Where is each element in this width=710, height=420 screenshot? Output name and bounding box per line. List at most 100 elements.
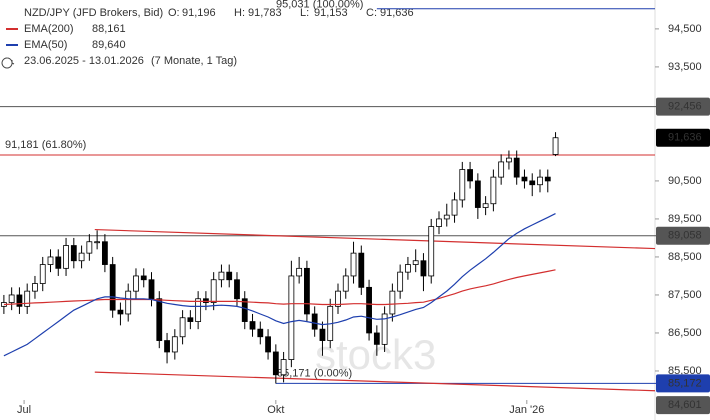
candle-body — [436, 218, 442, 227]
candle-body — [218, 271, 225, 281]
y-tick-label: 94,500 — [668, 23, 702, 35]
candle-body — [498, 161, 505, 178]
candle-body — [32, 283, 38, 292]
ohlc-label: O: — [168, 7, 180, 19]
ema-line — [3, 269, 556, 306]
candle-body — [109, 264, 116, 311]
candle-body — [78, 252, 85, 262]
y-tick-label: 86,500 — [668, 327, 702, 339]
candle-body — [226, 271, 233, 281]
fib-label: 91,181 (61.80%) — [5, 139, 86, 151]
trendline — [94, 228, 656, 250]
ohlc-value: 91,153 — [314, 7, 348, 19]
candle-body — [544, 176, 551, 182]
fib-label: 95,031 (100.00%) — [276, 0, 363, 11]
candle-body — [521, 176, 528, 182]
candle-body — [101, 241, 108, 265]
candle-body — [467, 169, 473, 182]
price-box — [656, 226, 710, 245]
chart-title: NZD/JPY (JFD Brokers, Bid) — [24, 7, 163, 19]
legend-value: 88,161 — [92, 23, 126, 35]
price-box-label: 85,172 — [668, 377, 702, 389]
candle-body — [210, 279, 217, 303]
price-box-label: 92,456 — [668, 100, 702, 112]
candle-body — [420, 260, 427, 277]
candle-body — [537, 176, 543, 186]
candle-body — [249, 321, 256, 330]
candle-body — [272, 351, 279, 376]
candle-body — [70, 245, 77, 262]
candle-body — [203, 298, 209, 303]
candle-body — [459, 169, 466, 201]
candle-body — [55, 256, 62, 269]
candle-body — [474, 180, 481, 208]
candle-body — [241, 298, 248, 322]
legend-name: EMA(200) — [24, 23, 74, 35]
candle-body — [311, 313, 318, 330]
candle-body — [16, 294, 23, 307]
candle-body — [171, 336, 178, 353]
price-box — [656, 128, 710, 147]
x-tick-label: Okt — [267, 404, 284, 416]
price-box-label: 84,601 — [668, 399, 702, 411]
y-tick-label: 93,500 — [668, 61, 702, 73]
legend-name: EMA(50) — [24, 39, 67, 51]
candle-body — [265, 336, 271, 353]
candle-body — [8, 294, 15, 303]
candle-body — [280, 359, 287, 376]
candle-body — [552, 137, 559, 155]
candle-body — [63, 245, 69, 269]
candle-body — [389, 290, 396, 315]
ohlc-value: 91,636 — [380, 7, 414, 19]
candle-body — [164, 340, 170, 353]
candle-body — [529, 180, 536, 186]
candle-body — [443, 214, 450, 220]
candle-body — [428, 226, 435, 277]
candle-body — [319, 328, 326, 341]
candle-body — [234, 279, 240, 300]
price-box-label: 89,058 — [668, 230, 702, 242]
candle-body — [257, 328, 264, 338]
candle-body — [156, 298, 163, 341]
candle-body — [195, 298, 202, 322]
candle-body — [373, 332, 380, 345]
ohlc-label: L: — [300, 7, 309, 19]
candle-body — [513, 157, 520, 178]
candle-body — [342, 275, 349, 292]
y-tick-label: 85,500 — [668, 365, 702, 377]
candle-body — [24, 290, 31, 307]
candle-body — [412, 260, 419, 265]
ema-line — [3, 213, 556, 357]
y-tick-label: 88,500 — [668, 251, 702, 263]
candle-body — [86, 241, 93, 254]
fib-label: 85,171 (0.00%) — [277, 367, 352, 379]
candle-body — [125, 290, 132, 315]
x-tick-label: Jul — [17, 404, 31, 416]
candle-body — [381, 313, 388, 345]
candle-body — [140, 275, 147, 281]
candle-body — [350, 252, 357, 277]
candle-body — [94, 241, 101, 244]
ohlc-label: H: — [234, 7, 245, 19]
candle-body — [482, 203, 489, 208]
candle-body — [133, 275, 139, 292]
date-range: 23.06.2025 - 13.01.2026 — [24, 55, 144, 67]
candle-body — [47, 256, 54, 265]
candle-body — [148, 279, 155, 300]
date-span: (7 Monate, 1 Tag) — [151, 55, 237, 67]
candle-body — [358, 252, 365, 288]
price-box — [656, 97, 710, 116]
candle-body — [506, 157, 512, 163]
candle-body — [117, 309, 124, 315]
legend-value: 89,640 — [92, 39, 126, 51]
candle-body — [451, 199, 458, 216]
price-box — [656, 396, 710, 415]
candle-body — [366, 286, 372, 334]
candle-body — [490, 176, 497, 205]
x-tick-label: Jan '26 — [509, 404, 544, 416]
candle-body — [304, 267, 310, 315]
candle-body — [296, 267, 303, 277]
candle-body — [187, 317, 194, 322]
candle-body — [179, 317, 186, 338]
price-box — [656, 374, 710, 393]
